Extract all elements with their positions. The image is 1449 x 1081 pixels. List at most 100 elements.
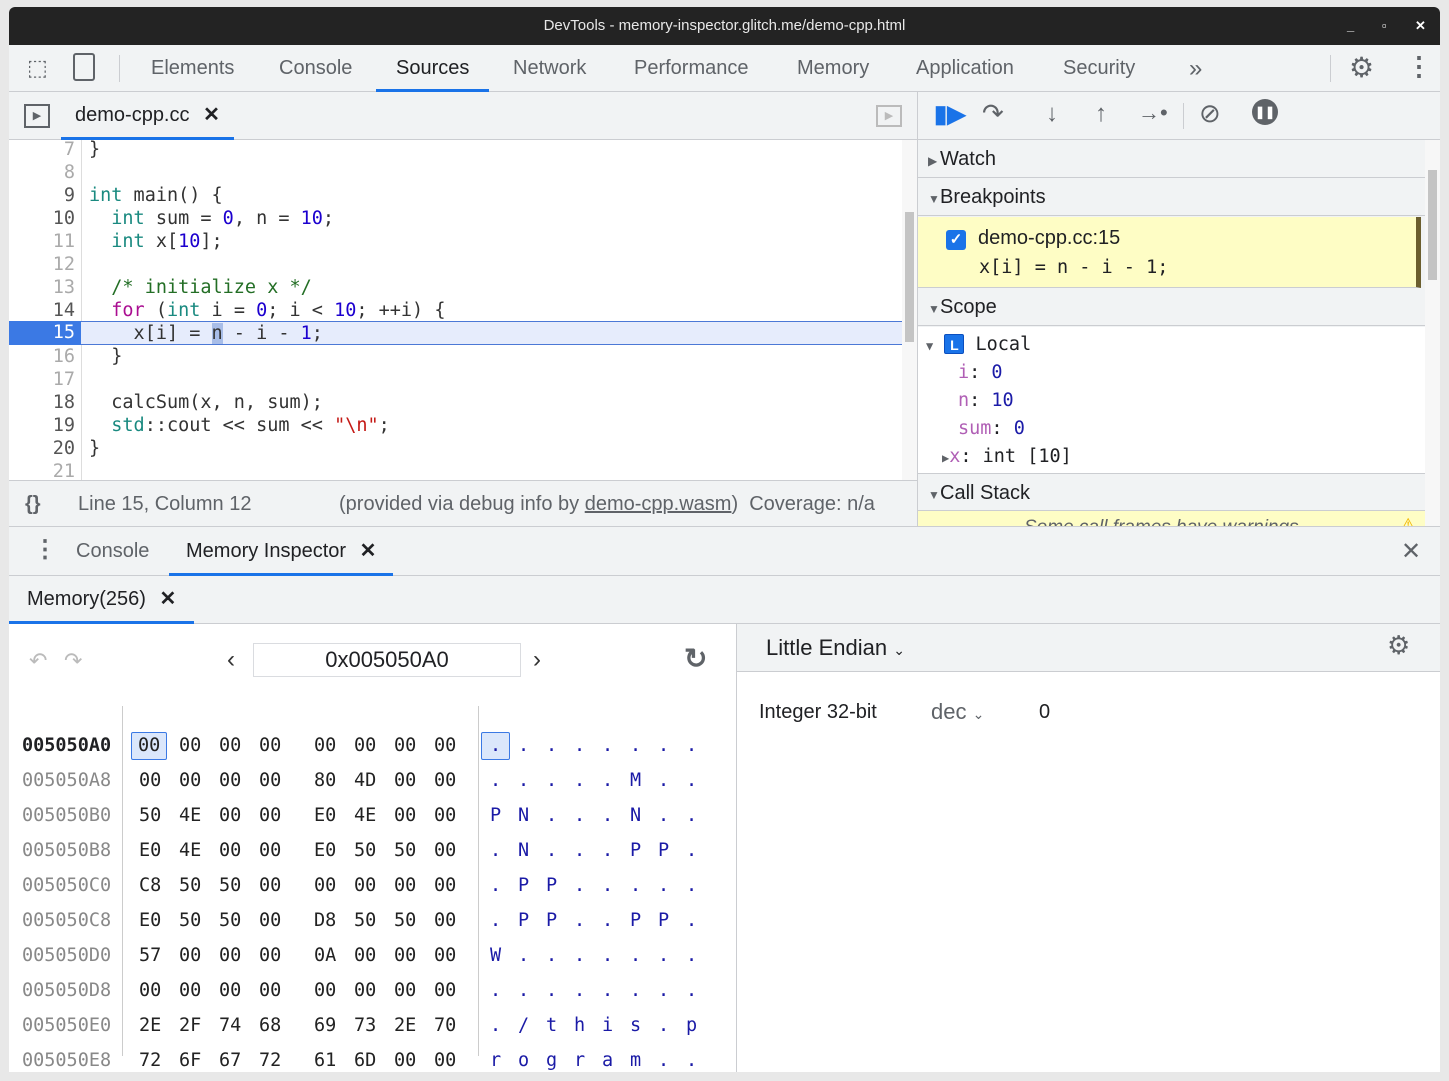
ascii-cell[interactable]: . — [602, 945, 614, 966]
byte-cell[interactable]: 00 — [394, 805, 417, 826]
byte-cell[interactable]: 00 — [354, 945, 377, 966]
current-line-number[interactable]: 15 — [9, 321, 81, 345]
byte-cell[interactable]: 4E — [179, 840, 202, 861]
byte-cell[interactable]: 00 — [434, 1050, 457, 1071]
byte-cell[interactable]: 74 — [219, 1015, 242, 1036]
byte-cell[interactable]: 00 — [139, 770, 162, 791]
byte-cell[interactable]: 50 — [354, 910, 377, 931]
ascii-cell[interactable]: . — [602, 980, 614, 1001]
byte-cell[interactable]: 00 — [354, 875, 377, 896]
line-number[interactable]: 17 — [52, 369, 75, 390]
wasm-link[interactable]: demo-cpp.wasm — [584, 493, 732, 515]
ascii-cell[interactable]: P — [630, 910, 642, 931]
scroll-thumb[interactable] — [1428, 170, 1437, 280]
ascii-cell[interactable]: . — [686, 1050, 698, 1071]
breakpoint-checkbox[interactable]: ✓ — [946, 230, 966, 250]
device-toolbar-icon[interactable] — [73, 53, 95, 81]
deactivate-breakpoints-icon[interactable]: ⊘ — [1199, 98, 1221, 128]
byte-cell[interactable]: 68 — [259, 1015, 282, 1036]
previous-page-icon[interactable]: ‹ — [227, 646, 235, 673]
settings-gear-icon[interactable]: ⚙ — [1349, 52, 1375, 83]
ascii-cell[interactable]: . — [630, 980, 642, 1001]
breakpoints-section-header[interactable]: ▼Breakpoints — [918, 178, 1425, 216]
byte-cell[interactable]: 00 — [179, 945, 202, 966]
ascii-cell[interactable]: . — [574, 840, 586, 861]
step-into-icon[interactable]: ↓ — [1046, 100, 1058, 127]
byte-cell[interactable]: 2E — [139, 1015, 162, 1036]
ascii-cell[interactable]: . — [686, 910, 698, 931]
ascii-cell[interactable]: N — [630, 805, 642, 826]
byte-cell[interactable]: 00 — [219, 805, 242, 826]
line-number[interactable]: 9 — [63, 185, 75, 206]
ascii-cell[interactable]: s — [630, 1015, 642, 1036]
ascii-cell[interactable]: . — [686, 805, 698, 826]
ascii-cell[interactable]: . — [574, 735, 586, 756]
ascii-cell[interactable]: . — [658, 980, 670, 1001]
close-window-button[interactable]: ✕ — [1415, 18, 1426, 33]
ascii-cell[interactable]: N — [518, 840, 530, 861]
byte-cell[interactable]: 2E — [394, 1015, 417, 1036]
byte-cell[interactable]: D8 — [314, 910, 337, 931]
ascii-cell[interactable]: . — [602, 735, 614, 756]
byte-cell[interactable]: 00 — [434, 840, 457, 861]
byte-cell[interactable]: 69 — [314, 1015, 337, 1036]
byte-cell[interactable]: 50 — [179, 910, 202, 931]
byte-cell[interactable]: 6D — [354, 1050, 377, 1071]
ascii-cell[interactable]: P — [546, 910, 558, 931]
scope-var-i[interactable]: i: 0 — [958, 362, 1003, 383]
byte-cell[interactable]: 6F — [179, 1050, 202, 1071]
byte-cell[interactable]: 00 — [394, 735, 417, 756]
byte-cell[interactable]: 00 — [219, 840, 242, 861]
tab-performance[interactable]: Performance — [634, 57, 749, 79]
close-drawer-icon[interactable]: ✕ — [1401, 538, 1422, 565]
line-number[interactable]: 10 — [52, 208, 75, 229]
line-number[interactable]: 19 — [52, 415, 75, 436]
byte-cell[interactable]: 00 — [314, 875, 337, 896]
scroll-thumb[interactable] — [905, 212, 914, 342]
byte-cell[interactable]: 00 — [354, 980, 377, 1001]
byte-cell[interactable]: 72 — [139, 1050, 162, 1071]
byte-cell[interactable]: 00 — [259, 875, 282, 896]
ascii-cell[interactable]: . — [602, 840, 614, 861]
byte-cell[interactable]: 70 — [434, 1015, 457, 1036]
toggle-debugger-icon[interactable]: ▶ — [876, 105, 902, 127]
undo-icon[interactable]: ↶ — [29, 648, 48, 673]
tab-network[interactable]: Network — [513, 57, 587, 79]
drawer-tab-console[interactable]: Console — [76, 540, 150, 562]
step-icon[interactable]: →• — [1138, 100, 1168, 125]
ascii-cell[interactable]: P — [490, 805, 502, 826]
byte-cell[interactable]: 00 — [394, 945, 417, 966]
file-tab-demo-cpp[interactable]: demo-cpp.cc ✕ — [61, 92, 234, 140]
tab-memory[interactable]: Memory — [797, 57, 870, 79]
ascii-cell[interactable]: P — [518, 875, 530, 896]
byte-cell[interactable]: 00 — [219, 980, 242, 1001]
ascii-cell[interactable]: i — [602, 1015, 614, 1036]
byte-cell[interactable]: 00 — [259, 770, 282, 791]
byte-cell[interactable]: 00 — [131, 732, 168, 760]
ascii-cell[interactable]: N — [518, 805, 530, 826]
byte-cell[interactable]: 80 — [314, 770, 337, 791]
scope-var-n[interactable]: n: 10 — [958, 390, 1014, 411]
byte-cell[interactable]: C8 — [139, 875, 162, 896]
tab-application[interactable]: Application — [916, 57, 1014, 79]
byte-cell[interactable]: 4D — [354, 770, 377, 791]
byte-cell[interactable]: 00 — [314, 735, 337, 756]
resume-icon[interactable]: ▮▶ — [934, 101, 966, 128]
byte-cell[interactable]: 00 — [394, 875, 417, 896]
pretty-print-icon[interactable]: {} — [25, 493, 41, 515]
ascii-cell[interactable]: t — [546, 1015, 558, 1036]
memory-buffer-tab[interactable]: Memory(256) ✕ — [9, 576, 195, 624]
ascii-cell[interactable]: . — [686, 770, 698, 791]
line-number[interactable]: 21 — [52, 461, 75, 480]
byte-cell[interactable]: 00 — [259, 735, 282, 756]
maximize-button[interactable]: ▫ — [1382, 18, 1387, 33]
ascii-cell[interactable]: . — [686, 980, 698, 1001]
byte-cell[interactable]: 00 — [434, 945, 457, 966]
byte-cell[interactable]: 00 — [394, 980, 417, 1001]
byte-cell[interactable]: 0A — [314, 945, 337, 966]
endianness-select[interactable]: Little Endian ⌄ — [766, 635, 905, 661]
ascii-cell[interactable]: P — [546, 875, 558, 896]
byte-cell[interactable]: 50 — [394, 840, 417, 861]
ascii-cell[interactable]: . — [490, 1015, 502, 1036]
byte-cell[interactable]: 00 — [179, 980, 202, 1001]
